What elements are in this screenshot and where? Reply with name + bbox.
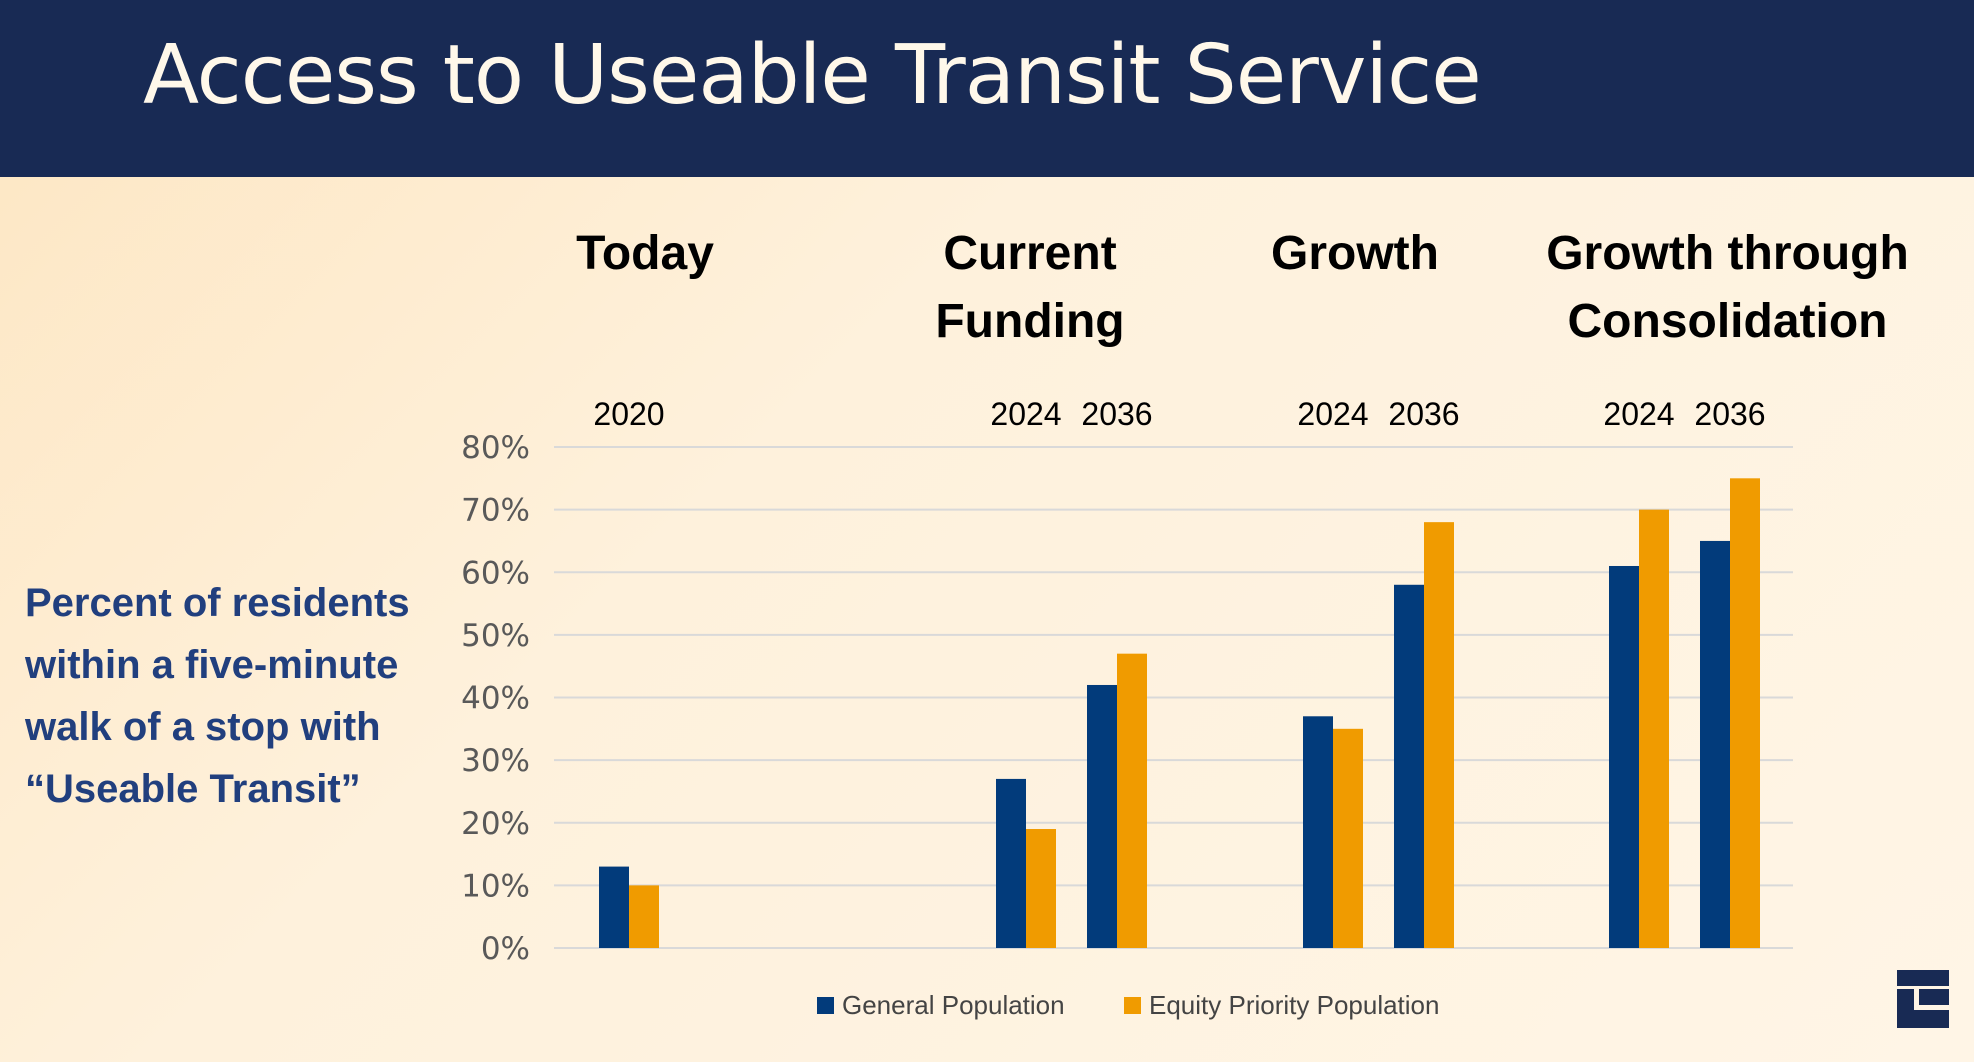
group-label-consolidation: Growth through Consolidation <box>1546 227 1909 348</box>
group-label-current-funding: Current Funding <box>935 227 1125 348</box>
category-label: 2024 <box>1297 396 1369 432</box>
category-label: 2036 <box>1388 396 1460 432</box>
category-label: 2020 <box>593 396 665 432</box>
bar-general <box>1609 565 1639 948</box>
y-tick-label: 20% <box>461 806 530 842</box>
bar-equity <box>629 885 659 948</box>
legend-label-equity: Equity Priority Population <box>1149 990 1440 1020</box>
bar-general <box>1394 584 1424 948</box>
bar-equity <box>1639 509 1669 948</box>
category-label: 2036 <box>1081 396 1153 432</box>
slide-title: Access to Useable Transit Service <box>143 28 1482 123</box>
y-tick-label: 50% <box>461 618 530 654</box>
bar-general <box>599 866 629 948</box>
bar-general <box>996 778 1026 948</box>
y-tick-label: 80% <box>461 430 530 466</box>
category-label: 2024 <box>990 396 1062 432</box>
y-axis-description: Percent of residents within a five-minut… <box>25 581 410 811</box>
legend-swatch-general <box>817 997 834 1014</box>
y-tick-label: 30% <box>461 743 530 779</box>
legend-label-general: General Population <box>842 990 1065 1020</box>
bar-equity <box>1117 653 1147 948</box>
bar-equity <box>1730 478 1760 948</box>
y-tick-label: 40% <box>461 681 530 717</box>
y-tick-label: 70% <box>461 493 530 529</box>
group-label-today: Today <box>576 227 714 280</box>
bar-equity <box>1333 728 1363 948</box>
y-tick-label: 0% <box>481 931 530 967</box>
legend-item-equity: Equity Priority Population <box>1124 990 1439 1021</box>
y-tick-label: 10% <box>461 868 530 904</box>
group-label-growth: Growth <box>1271 227 1439 280</box>
bar-equity <box>1026 829 1056 948</box>
category-label: 2036 <box>1694 396 1766 432</box>
agency-logo-icon <box>1897 970 1949 1028</box>
y-tick-label: 60% <box>461 555 530 591</box>
title-bar: Access to Useable Transit Service <box>0 0 1974 177</box>
bar-general <box>1700 540 1730 948</box>
legend-swatch-equity <box>1124 997 1141 1014</box>
bar-general <box>1303 716 1333 948</box>
category-label: 2024 <box>1603 396 1675 432</box>
bar-equity <box>1424 522 1454 948</box>
legend-item-general: General Population <box>817 990 1065 1021</box>
bar-general <box>1087 684 1117 948</box>
